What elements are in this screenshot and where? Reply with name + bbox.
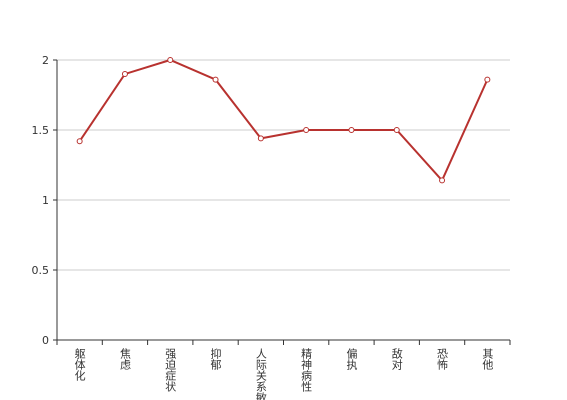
x-tick-label: 强迫症状 [164,348,177,392]
x-tick-label: 恐怖 [436,348,449,370]
line [78,58,489,183]
x-tick-label: 偏执 [345,347,358,371]
point [121,71,128,77]
x-tick-label: 敌对 [390,347,403,370]
y-tick-label: 1.5 [32,124,50,137]
point [76,138,83,145]
point [257,135,264,142]
y-tick-label: 2 [42,54,49,67]
x-tick-label: 躯体化 [73,348,86,382]
x-tick-label: 抑郁 [209,347,222,370]
y-tick-label: 0 [42,334,49,347]
point [167,57,174,63]
y-tick-label: 1 [42,194,49,207]
x-tick-label: 人际关系敏感 [254,348,267,400]
point [484,76,491,83]
point [303,127,310,133]
point [439,177,446,184]
x-tick-label: 焦虑 [118,348,131,370]
x-tick-label: 其他 [481,348,494,370]
point [212,76,219,83]
point [393,127,400,133]
point [348,127,355,133]
x-tick-label: 精神病性 [300,348,313,393]
y-tick-label: 0.5 [32,264,50,277]
